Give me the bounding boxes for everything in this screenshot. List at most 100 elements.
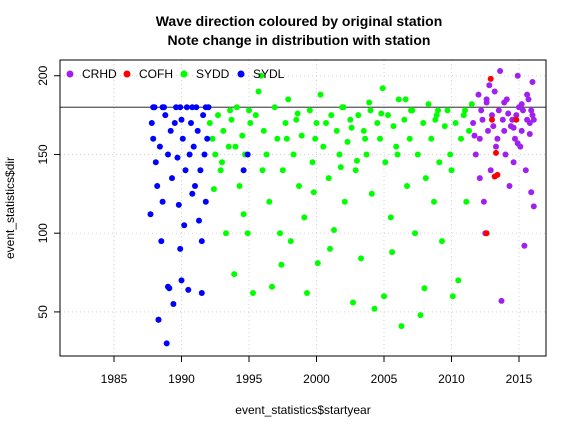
point-sydl [183, 104, 190, 111]
point-sydl [167, 127, 174, 134]
point-crhd [514, 72, 521, 79]
point-sydd [255, 88, 262, 95]
point-sydd [258, 72, 265, 79]
point-sydd [294, 110, 301, 117]
point-sydd [336, 151, 343, 158]
point-sydd [468, 101, 475, 108]
point-sydl [202, 198, 209, 205]
point-sydl [169, 175, 175, 182]
point-sydd [402, 96, 409, 103]
point-sydl [189, 104, 196, 111]
point-sydd [225, 143, 232, 150]
point-sydd [285, 96, 292, 103]
legend-label-sydd: SYDD [196, 67, 230, 81]
point-sydd [428, 135, 435, 142]
legend-label-sydl: SYDL [253, 67, 285, 81]
point-crhd [514, 140, 521, 147]
point-crhd [505, 110, 512, 117]
legend-label-crhd: CRHD [82, 67, 117, 81]
point-sydd [460, 112, 467, 119]
point-crhd [471, 132, 478, 139]
point-crhd [479, 116, 486, 123]
point-sydd [417, 312, 424, 319]
point-sydd [231, 271, 238, 278]
point-sydd [421, 285, 428, 292]
point-sydd [439, 238, 445, 245]
point-crhd [486, 82, 493, 89]
x-axis: 1985 1990 1995 2000 2005 2010 2015 [101, 356, 533, 386]
point-sydl [158, 238, 165, 245]
point-sydd [293, 116, 300, 123]
point-sydd [385, 112, 391, 119]
point-sydd [263, 151, 270, 158]
point-crhd [493, 143, 499, 150]
point-sydd [395, 96, 402, 103]
point-sydd [377, 135, 383, 142]
point-sydl [155, 316, 162, 323]
point-crhd [478, 107, 485, 114]
point-crhd [506, 183, 513, 189]
point-sydd [378, 110, 385, 117]
point-sydd [312, 135, 319, 142]
grid-lines [60, 60, 546, 356]
point-crhd [495, 107, 502, 114]
point-sydl [198, 238, 205, 245]
chart-title-line-1: Wave direction coloured by original stat… [156, 13, 443, 29]
point-sydd [381, 293, 387, 300]
point-sydd [310, 189, 317, 196]
point-sydd [260, 127, 267, 134]
y-tick-label: 200 [36, 65, 50, 85]
point-crhd [529, 112, 536, 119]
y-axis-label: event_statistics$dir [3, 157, 17, 259]
point-sydd [374, 120, 381, 126]
point-cofh [493, 149, 499, 156]
point-sydd [390, 123, 397, 130]
x-axis-label: event_statistics$startyear [235, 403, 370, 417]
point-sydd [277, 230, 283, 237]
point-cofh [513, 116, 520, 123]
point-crhd [499, 116, 506, 123]
point-sydd [425, 101, 432, 108]
point-sydl [154, 183, 161, 189]
point-crhd [522, 167, 529, 174]
point-sydd [233, 104, 240, 111]
y-tick-label: 150 [36, 144, 50, 164]
point-crhd [524, 91, 531, 98]
point-sydd [220, 127, 227, 134]
point-sydd [393, 143, 400, 150]
legend: CRHD COFH SYDD SYDL [66, 67, 285, 81]
point-sydl [194, 127, 201, 134]
point-crhd [528, 189, 535, 196]
point-crhd [525, 96, 532, 103]
point-sydl [177, 245, 184, 252]
point-sydl [165, 151, 171, 158]
point-sydl [159, 104, 166, 111]
point-sydd [282, 120, 289, 126]
point-sydl [150, 135, 157, 142]
point-sydd [436, 159, 443, 166]
point-sydd [244, 230, 251, 237]
point-sydd [350, 299, 356, 306]
point-crhd [483, 99, 490, 106]
point-sydd [325, 175, 332, 182]
point-sydd [333, 127, 340, 134]
point-sydd [223, 230, 229, 237]
point-sydd [371, 305, 378, 312]
point-sydd [232, 143, 239, 150]
point-sydd [317, 91, 324, 98]
point-sydl [189, 190, 196, 197]
point-sydd [382, 159, 389, 166]
point-sydd [431, 198, 437, 205]
point-sydl [162, 112, 169, 119]
point-sydd [279, 167, 286, 174]
point-crhd [526, 120, 533, 126]
point-sydl [174, 154, 181, 161]
point-sydl [171, 120, 178, 126]
point-sydd [363, 151, 370, 158]
point-sydd [462, 107, 468, 114]
point-sydd [328, 112, 335, 119]
point-crhd [470, 120, 477, 126]
point-sydl [178, 116, 185, 123]
point-sydl [197, 167, 204, 174]
point-crhd [490, 123, 497, 130]
